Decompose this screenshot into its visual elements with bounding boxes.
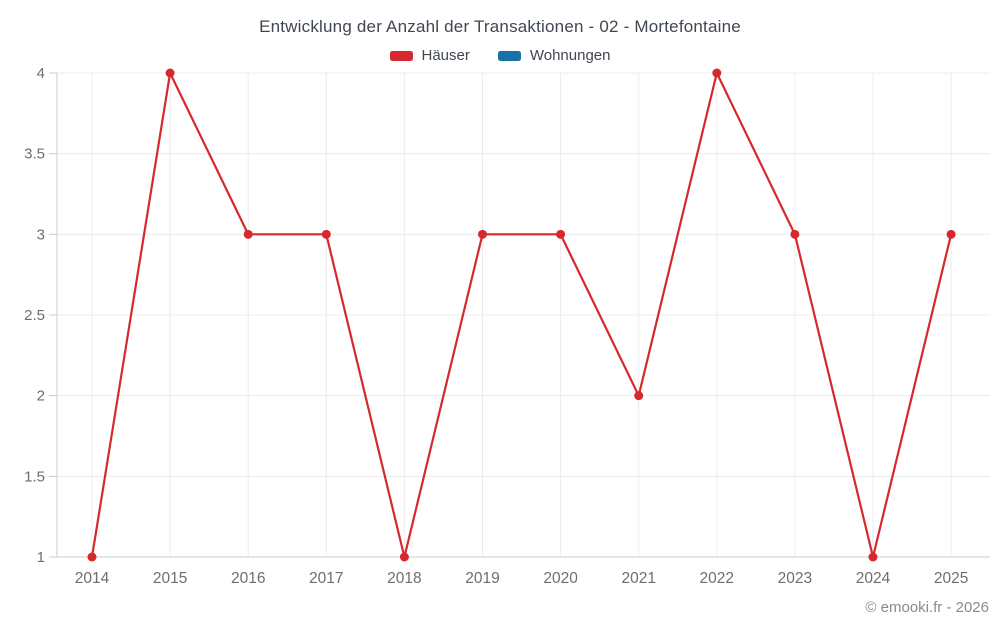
legend: Häuser Wohnungen xyxy=(0,47,1000,64)
y-axis-label: 3.5 xyxy=(24,146,45,163)
y-axis-label: 1 xyxy=(37,549,45,566)
y-axis-label: 2.5 xyxy=(24,307,45,324)
data-point[interactable] xyxy=(946,229,956,239)
y-axis-label: 4 xyxy=(37,65,45,82)
data-point[interactable] xyxy=(243,229,253,239)
data-point[interactable] xyxy=(87,552,97,562)
x-axis-label: 2015 xyxy=(153,570,187,587)
y-axis-label: 1.5 xyxy=(24,468,45,485)
data-point[interactable] xyxy=(634,391,644,401)
x-axis-label: 2018 xyxy=(387,570,421,587)
x-axis-label: 2021 xyxy=(621,570,655,587)
data-point[interactable] xyxy=(478,229,487,239)
wohnungen-swatch-icon xyxy=(497,50,521,61)
y-axis-label: 2 xyxy=(37,388,45,405)
x-axis-label: 2016 xyxy=(231,570,265,587)
footer-credit: © emooki.fr - 2026 xyxy=(865,599,989,616)
x-axis-label: 2017 xyxy=(309,570,343,587)
haeuser-swatch-icon xyxy=(389,50,413,61)
x-axis-label: 2022 xyxy=(700,570,734,587)
data-point[interactable] xyxy=(712,68,722,78)
legend-item-haeuser[interactable]: Häuser xyxy=(389,47,470,64)
legend-label-wohnungen: Wohnungen xyxy=(529,47,611,64)
x-axis-label: 2025 xyxy=(934,570,968,587)
series-line-häuser xyxy=(90,71,953,559)
legend-label-haeuser: Häuser xyxy=(421,47,470,64)
data-point[interactable] xyxy=(399,552,409,562)
x-axis-label: 2024 xyxy=(856,570,891,587)
x-axis-label: 2014 xyxy=(75,570,110,587)
legend-item-wohnungen[interactable]: Wohnungen xyxy=(497,47,611,64)
y-axis-label: 3 xyxy=(37,226,45,243)
data-point[interactable] xyxy=(556,229,566,239)
data-point[interactable] xyxy=(790,229,800,239)
x-axis-label: 2023 xyxy=(778,570,812,587)
x-axis-label: 2020 xyxy=(543,570,578,587)
data-point[interactable] xyxy=(321,229,331,239)
chart-title: Entwicklung der Anzahl der Transaktionen… xyxy=(259,17,741,36)
x-axis-label: 2019 xyxy=(465,570,499,587)
data-point[interactable] xyxy=(165,68,175,78)
data-point[interactable] xyxy=(868,552,878,562)
